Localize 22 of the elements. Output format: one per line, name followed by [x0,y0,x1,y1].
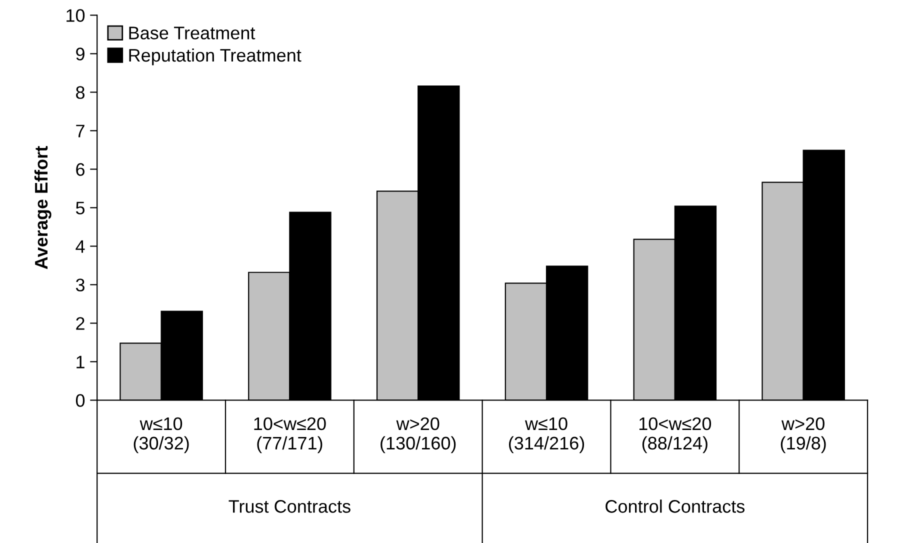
text: Control Contracts [606,500,745,513]
x-tick-label: 10<w≤20 (88/124) [639,417,712,454]
y-tick-label: 7 [76,124,84,138]
x-tick-label: 10<w≤20 (77/171) [254,417,326,454]
y-tick-label: 5 [76,202,85,214]
y-tick-label: 9 [76,48,84,60]
text: Trust Contracts [228,500,350,513]
y-tick-label: 4 [76,240,85,253]
y-tick-label: 10 [66,9,85,22]
x-tick-label: w>20 (130/160) [380,417,456,454]
legend-label: Reputation Treatment [129,48,302,66]
legend-label: Base Treatment [129,26,256,40]
y-tick-label: 6 [76,163,84,176]
y-tick-label: 2 [76,317,84,330]
y-tick-label: 1 [76,356,84,368]
y-tick-label: 3 [76,278,84,292]
x-tick-label: w≤10 (314/216) [508,417,584,454]
x-tick-label: w>20 (19/8) [780,417,826,454]
x-tick-label: w≤10 (30/32) [134,417,189,454]
y-tick-label: 0 [76,394,85,407]
y-tick-label: 8 [76,86,84,99]
y-axis-title: Average Effort [34,146,52,270]
